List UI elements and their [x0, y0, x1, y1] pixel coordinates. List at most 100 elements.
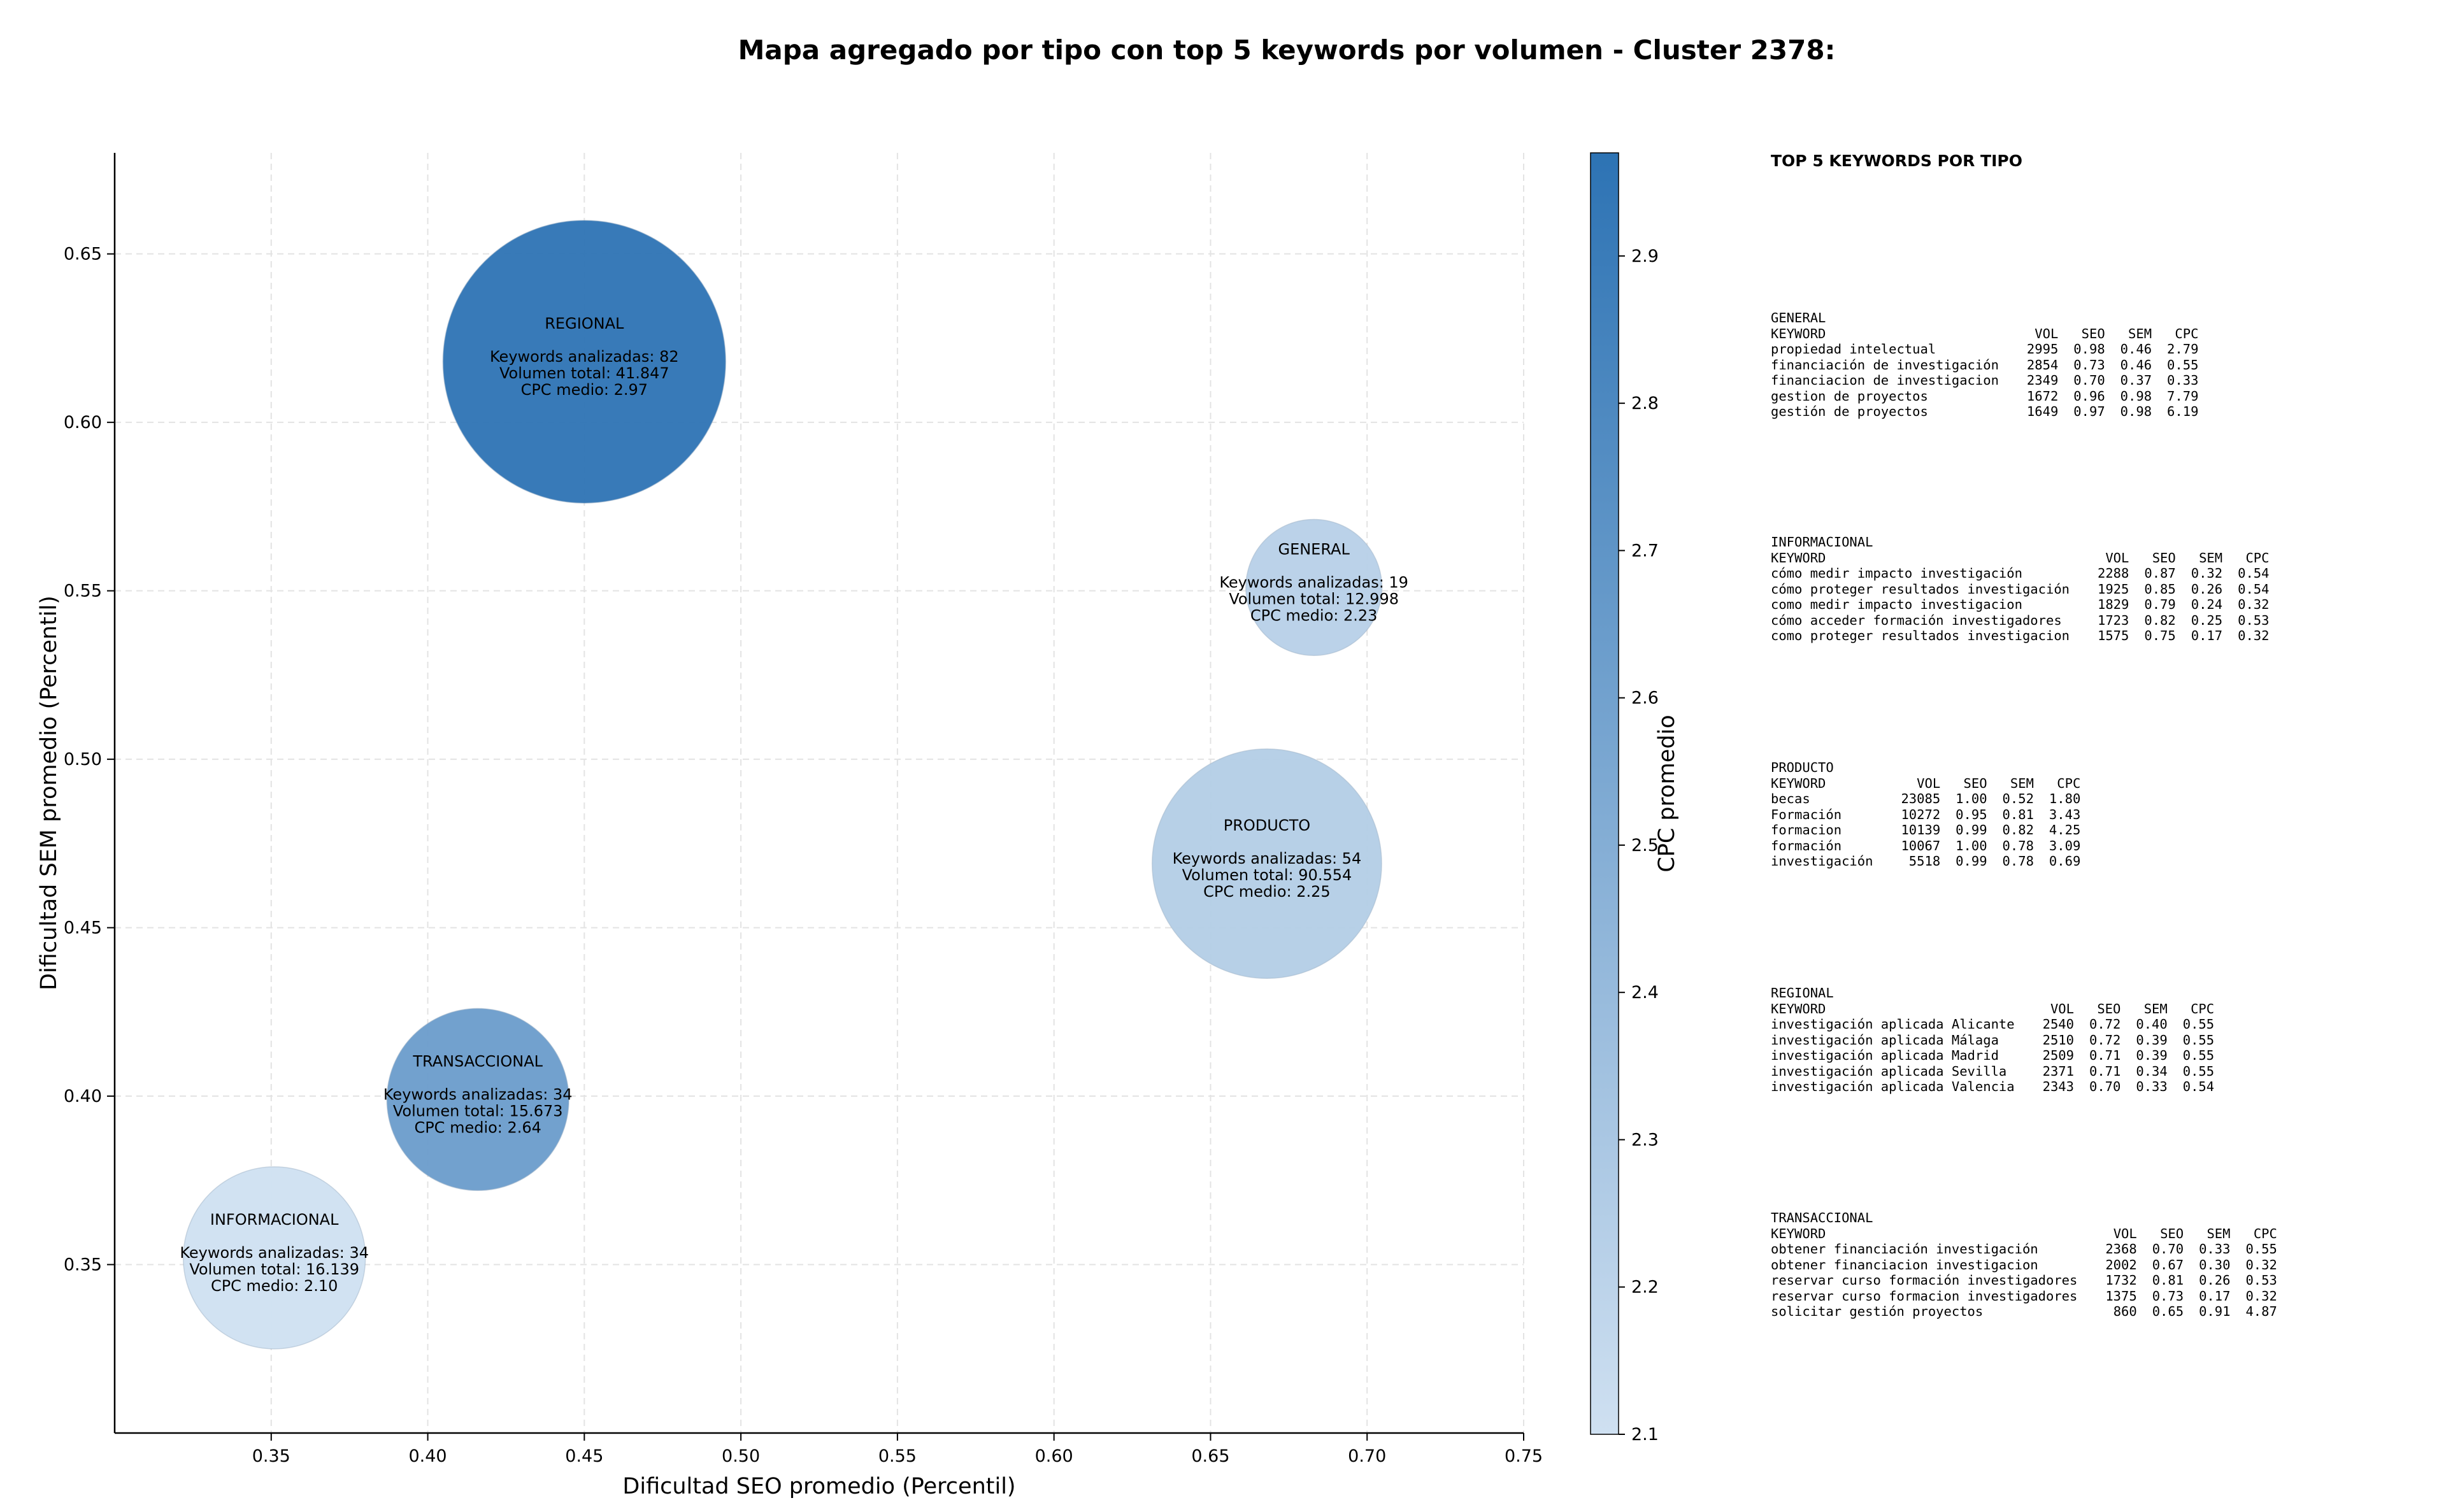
keyword-row: propiedad intelectual 2995 0.98 0.46 2.79: [1771, 341, 2198, 357]
header-cpc: CPC: [2175, 325, 2199, 341]
cell-sem: 0.40: [2136, 1016, 2168, 1032]
cell-vol: 2509: [2042, 1048, 2074, 1063]
keyword-header-row: KEYWORD VOL SEO SEM CPC: [1771, 1001, 2214, 1017]
cell-sem: 0.33: [2136, 1079, 2168, 1094]
cell-sem: 0.25: [2191, 612, 2223, 628]
cell-vol: 2995: [2026, 341, 2059, 357]
keyword-row: solicitar gestión proyectos 860 0.65 0.91 4.…: [1771, 1304, 2277, 1320]
bubble-stat: Volumen total: 90.554: [1182, 866, 1352, 884]
header-cpc: CPC: [2191, 1001, 2215, 1016]
cell-seo: 0.98: [2073, 341, 2105, 357]
cell-keyword: cómo acceder formación investigadores: [1771, 612, 2062, 628]
keyword-row: Formación 10272 0.95 0.81 3.43: [1771, 807, 2080, 823]
cell-cpc: 0.55: [2167, 357, 2199, 373]
cell-cpc: 0.53: [2245, 1273, 2277, 1288]
keyword-row: investigación 5518 0.99 0.78 0.69: [1771, 853, 2080, 869]
cell-keyword: gestión de proyectos: [1771, 404, 1928, 419]
keyword-table: KEYWORD VOL SEO SEM CPC becas 23085 1.00 0.52 1.8…: [1771, 776, 2080, 869]
bubble-stat: CPC medio: 2.25: [1203, 883, 1331, 901]
keyword-table: KEYWORD VOL SEO SEM CPC investigación aplicad…: [1771, 1001, 2214, 1095]
x-tick-label: 0.50: [722, 1446, 760, 1466]
keyword-header-row: KEYWORD VOL SEO SEM CPC: [1771, 550, 2270, 566]
cell-seo: 0.82: [2144, 612, 2176, 628]
cell-keyword: financiacion de investigacion: [1771, 373, 1999, 388]
keyword-table: KEYWORD VOL SEO SEM CPC obtener financiación …: [1771, 1226, 2277, 1320]
header-keyword: KEYWORD: [1771, 550, 1826, 566]
keyword-row: obtener financiación investigación 2368 0.…: [1771, 1241, 2277, 1257]
cell-keyword: reservar curso formación investigadores: [1771, 1273, 2078, 1288]
keyword-row: investigación aplicada Madrid 2509 0.71 0.3…: [1771, 1048, 2214, 1064]
cell-keyword: investigación aplicada Málaga: [1771, 1032, 1999, 1048]
x-tick-label: 0.45: [565, 1446, 603, 1466]
grid-lines: [115, 153, 1524, 1433]
cell-vol: 2343: [2042, 1079, 2074, 1094]
keyword-group-transaccional: TRANSACCIONAL KEYWORD VOL SEO SEM CPC obtener …: [1771, 1210, 2277, 1320]
cell-vol: 10139: [1901, 822, 1941, 838]
cell-keyword: becas: [1771, 791, 1810, 806]
y-tick-label: 0.50: [64, 750, 102, 769]
cell-cpc: 0.55: [2245, 1241, 2277, 1257]
cell-seo: 0.73: [2073, 357, 2105, 373]
cell-sem: 0.37: [2120, 373, 2152, 388]
cell-vol: 2349: [2026, 373, 2059, 388]
cell-sem: 0.32: [2191, 566, 2223, 581]
bubble-circle: [182, 1166, 366, 1350]
keyword-row: cómo proteger resultados investigación 19…: [1771, 581, 2270, 597]
cell-cpc: 0.53: [2238, 612, 2270, 628]
cell-cpc: 0.55: [2182, 1032, 2215, 1048]
keyword-header-row: KEYWORD VOL SEO SEM CPC: [1771, 326, 2198, 342]
cell-seo: 0.70: [2152, 1241, 2184, 1257]
cell-cpc: 4.25: [2049, 822, 2081, 838]
bubble-stat: Volumen total: 12.998: [1229, 590, 1399, 608]
cell-seo: 0.67: [2152, 1257, 2184, 1273]
bubble-informacional: INFORMACIONAL Keywords analizadas: 34Volu…: [180, 1166, 369, 1350]
keyword-row: reservar curso formacion investigadores 1…: [1771, 1288, 2277, 1304]
header-cpc: CPC: [2253, 1225, 2277, 1241]
header-seo: SEO: [1963, 775, 1987, 791]
y-tick-label: 0.40: [64, 1087, 102, 1106]
group-name: GENERAL: [1771, 310, 1826, 325]
cell-keyword: formacion: [1771, 822, 1842, 838]
y-axis-title: Dificultad SEM promedio (Percentil): [36, 596, 62, 990]
cell-sem: 0.26: [2191, 581, 2223, 597]
cell-vol: 10067: [1901, 838, 1941, 853]
cell-cpc: 2.79: [2167, 341, 2199, 357]
header-seo: SEO: [2081, 325, 2105, 341]
x-tick-label: 0.75: [1505, 1446, 1543, 1466]
cell-seo: 1.00: [1956, 791, 1987, 806]
cell-sem: 0.78: [2002, 838, 2034, 853]
keyword-row: gestión de proyectos 1649 0.97 0.98 6.19: [1771, 404, 2198, 420]
cell-keyword: cómo proteger resultados investigación: [1771, 581, 2070, 597]
x-tick-label: 0.55: [878, 1446, 917, 1466]
cell-keyword: financiación de investigación: [1771, 357, 1999, 373]
keyword-row: investigación aplicada Valencia 2343 0.70 0…: [1771, 1079, 2214, 1095]
cell-seo: 0.70: [2089, 1079, 2121, 1094]
keyword-table: KEYWORD VOL SEO SEM CPC propiedad intelectual…: [1771, 326, 2198, 420]
cell-seo: 0.71: [2089, 1063, 2121, 1079]
cell-keyword: obtener financiacion investigacion: [1771, 1257, 2038, 1273]
bubble-stat: Keywords analizadas: 82: [490, 348, 679, 366]
y-tick-label: 0.60: [64, 413, 102, 432]
cell-keyword: como medir impacto investigacion: [1771, 597, 2022, 612]
cell-seo: 0.73: [2152, 1288, 2184, 1304]
cell-cpc: 0.32: [2245, 1288, 2277, 1304]
cell-cpc: 0.54: [2238, 566, 2270, 581]
header-vol: VOL: [2050, 1001, 2074, 1016]
cell-seo: 0.97: [2073, 404, 2105, 419]
cell-vol: 1649: [2026, 404, 2059, 419]
bubble-circle: [1152, 748, 1382, 979]
colorbar-tick-label: 2.9: [1631, 246, 1659, 266]
cell-sem: 0.91: [2199, 1304, 2231, 1319]
colorbar-tick-label: 2.3: [1631, 1130, 1659, 1150]
x-tick-label: 0.60: [1035, 1446, 1073, 1466]
cell-vol: 1575: [2098, 628, 2129, 643]
cell-sem: 0.34: [2136, 1063, 2168, 1079]
x-axis-title: Dificultad SEO promedio (Percentil): [622, 1474, 1015, 1499]
bubble-stat: CPC medio: 2.10: [211, 1277, 338, 1295]
cell-keyword: propiedad intelectual: [1771, 341, 1936, 357]
cell-cpc: 4.87: [2245, 1304, 2277, 1319]
chart-title: Mapa agregado por tipo con top 5 keyword…: [738, 34, 1836, 66]
colorbar-tick-label: 2.4: [1631, 983, 1659, 1002]
